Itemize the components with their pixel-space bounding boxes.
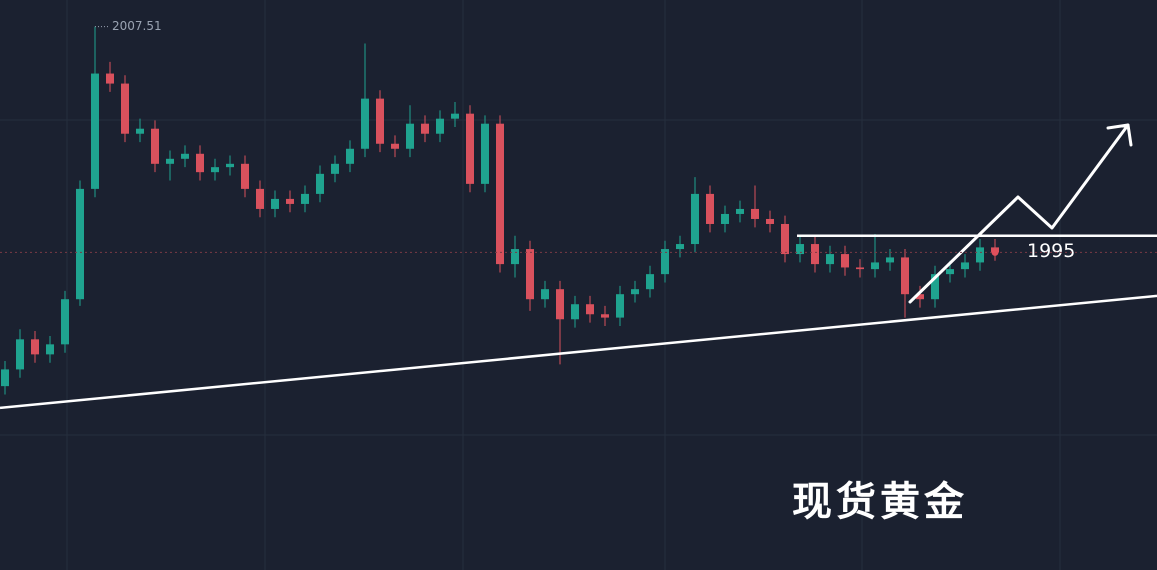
candle-body — [406, 123, 414, 149]
candle-body — [946, 269, 954, 275]
candle-body — [316, 173, 324, 194]
candle-body — [676, 244, 684, 250]
candle-body — [661, 249, 669, 275]
candle-body — [826, 254, 834, 265]
last-price-dot — [991, 248, 999, 256]
candle-body — [136, 128, 144, 134]
candles — [1, 26, 999, 395]
candle-body — [361, 98, 369, 149]
candle-body — [616, 294, 624, 318]
candle-body — [376, 98, 384, 144]
candle-body — [166, 158, 174, 164]
candle-body — [181, 153, 189, 159]
candle-body — [196, 153, 204, 173]
candle-body — [391, 143, 399, 149]
candle-body — [31, 339, 39, 355]
projection-arrow — [908, 123, 1133, 304]
candle-body — [241, 163, 249, 189]
candle-body — [211, 167, 219, 173]
candle-body — [256, 188, 264, 209]
candle-body — [16, 339, 24, 370]
candle-body — [421, 123, 429, 134]
candle-body — [721, 213, 729, 224]
candle-body — [526, 249, 534, 300]
candle-body — [331, 163, 339, 174]
candle-body — [496, 123, 504, 265]
candle-body — [511, 249, 519, 265]
candle-body — [226, 163, 234, 168]
watermark-title: 现货黄金 — [792, 478, 968, 525]
candle-body — [841, 254, 849, 268]
candle-body — [541, 289, 549, 300]
candle-body — [901, 257, 909, 295]
candle-body — [586, 304, 594, 315]
candle-body — [691, 193, 699, 245]
candle-body — [91, 73, 99, 189]
candle-body — [106, 73, 114, 84]
candle-body — [931, 274, 939, 300]
candle-body — [886, 257, 894, 263]
candle-body — [751, 208, 759, 219]
candle-body — [706, 193, 714, 224]
candle-body — [961, 262, 969, 270]
candle-body — [151, 128, 159, 164]
candle-body — [976, 247, 984, 263]
candle-body — [271, 198, 279, 209]
max-label: 2007.51 — [112, 19, 162, 33]
candle-body — [631, 289, 639, 295]
candle-body — [466, 113, 474, 184]
candle-body — [436, 118, 444, 134]
level-label: 1995 — [1027, 240, 1075, 262]
candle-body — [736, 208, 744, 214]
candle-body — [121, 83, 129, 134]
candle-body — [871, 262, 879, 270]
candle-body — [1, 369, 9, 387]
candle-body — [301, 193, 309, 204]
candle-body — [46, 344, 54, 355]
candle-body — [766, 218, 774, 224]
candle-body — [796, 244, 804, 255]
candle-body — [76, 188, 84, 300]
candle-body — [781, 223, 789, 255]
candle-body — [856, 267, 864, 270]
candle-body — [61, 299, 69, 345]
candle-body — [286, 198, 294, 204]
candle-body — [571, 304, 579, 320]
candle-body — [811, 244, 819, 265]
candle-body — [601, 314, 609, 318]
candle-body — [646, 274, 654, 290]
candle-body — [451, 113, 459, 119]
candle-body — [481, 123, 489, 184]
trendline — [0, 294, 1157, 410]
candle-body — [916, 294, 924, 300]
candle-body — [346, 148, 354, 164]
candle-body — [556, 289, 564, 320]
